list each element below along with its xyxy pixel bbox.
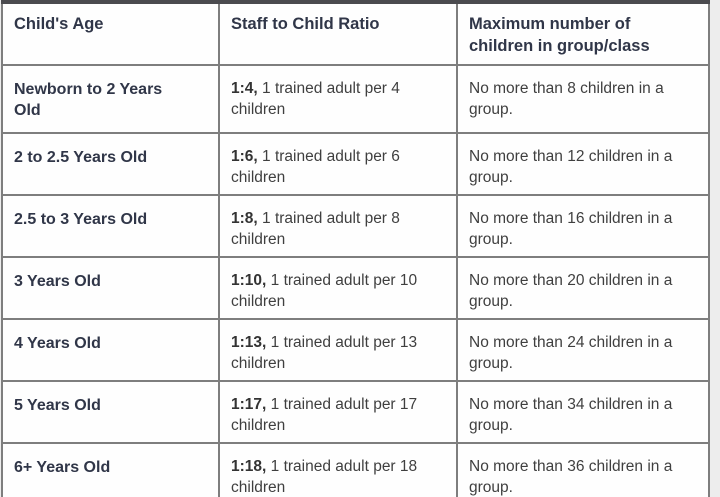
table-row: Newborn to 2 Years Old 1:4, 1 trained ad… [1,63,710,134]
age-cell: 6+ Years Old [1,442,220,497]
ratio-description: 1 trained adult per 18 children [231,458,418,497]
age-cell: 3 Years Old [1,255,220,321]
age-cell: 5 Years Old [1,380,220,445]
column-header-staff-ratio: Staff to Child Ratio [218,1,458,66]
max-children-cell: No more than 20 children in a group. [456,255,710,321]
table-row: 4 Years Old 1:13, 1 trained adult per 13… [1,317,710,383]
ratio-cell: 1:6, 1 trained adult per 6 children [218,131,458,196]
table-row: 2 to 2.5 Years Old 1:6, 1 trained adult … [1,131,710,196]
max-children-cell: No more than 12 children in a group. [456,131,710,196]
age-cell: 2 to 2.5 Years Old [1,131,220,196]
ratio-value: 1:18, [231,458,267,476]
ratio-value: 1:13, [231,334,267,351]
ratio-cell: 1:10, 1 trained adult per 10 children [218,255,458,321]
table-row: 3 Years Old 1:10, 1 trained adult per 10… [1,255,710,321]
max-children-cell: No more than 36 children in a group. [456,442,710,497]
age-cell: Newborn to 2 Years Old [1,63,220,134]
ratio-value: 1:8, [231,209,258,227]
table-row: 5 Years Old 1:17, 1 trained adult per 17… [1,380,710,445]
ratio-description: 1 trained adult per 13 children [231,334,418,373]
ratio-cell: 1:18, 1 trained adult per 18 children [218,442,458,497]
table-row: 2.5 to 3 Years Old 1:8, 1 trained adult … [1,193,710,258]
age-cell: 2.5 to 3 Years Old [1,193,220,258]
max-children-cell: No more than 16 children in a group. [456,193,710,258]
ratio-value: 1:10, [231,271,267,289]
table-row: 6+ Years Old 1:18, 1 trained adult per 1… [1,442,710,497]
ratio-cell: 1:8, 1 trained adult per 8 children [218,193,458,258]
ratio-value: 1:6, [231,147,258,165]
column-header-max-children: Maximum number of children in group/clas… [456,1,710,66]
table-header-row: Child's Age Staff to Child Ratio Maximum… [1,1,710,66]
ratio-description: 1 trained adult per 17 children [231,396,418,435]
max-children-cell: No more than 8 children in a group. [456,63,710,134]
ratio-description: 1 trained adult per 8 children [231,209,400,248]
ratio-value: 1:4, [231,79,258,97]
age-cell: 4 Years Old [1,317,220,383]
ratio-cell: 1:13, 1 trained adult per 13 children [218,317,458,383]
ratio-description: 1 trained adult per 6 children [231,147,400,186]
ratio-cell: 1:4, 1 trained adult per 4 children [218,63,458,134]
max-children-cell: No more than 34 children in a group. [456,380,710,445]
ratio-description: 1 trained adult per 4 children [231,79,400,118]
ratio-description: 1 trained adult per 10 children [231,271,418,310]
ratio-value: 1:17, [231,396,267,414]
ratio-cell: 1:17, 1 trained adult per 17 children [218,380,458,445]
max-children-cell: No more than 24 children in a group. [456,317,710,383]
column-header-childs-age: Child's Age [1,1,220,66]
